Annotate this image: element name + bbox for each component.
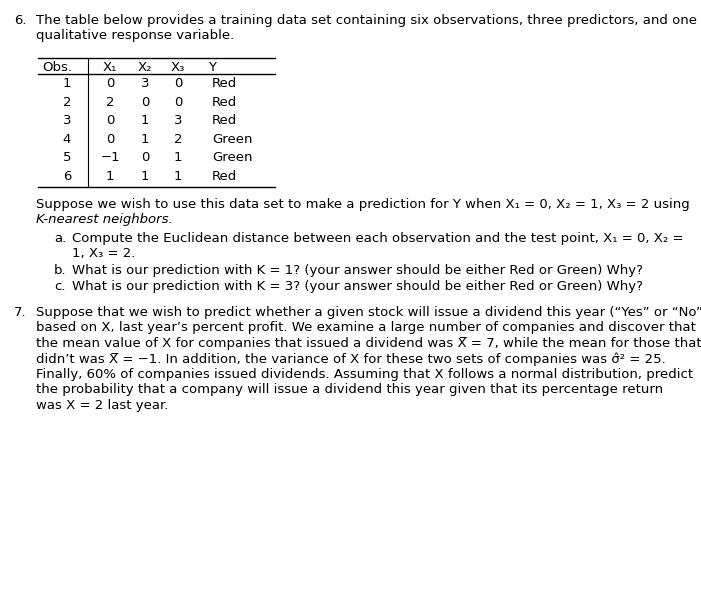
Text: 0: 0 xyxy=(106,114,114,127)
Text: K-nearest neighbors.: K-nearest neighbors. xyxy=(36,214,172,227)
Text: c.: c. xyxy=(54,280,65,293)
Text: Suppose that we wish to predict whether a given stock will issue a dividend this: Suppose that we wish to predict whether … xyxy=(36,306,701,319)
Text: What is our prediction with K = 3? (your answer should be either Red or Green) W: What is our prediction with K = 3? (your… xyxy=(72,280,643,293)
Text: Red: Red xyxy=(212,114,237,127)
Text: 7.: 7. xyxy=(14,306,27,319)
Text: 1: 1 xyxy=(141,169,149,182)
Text: 0: 0 xyxy=(174,96,182,109)
Text: 0: 0 xyxy=(141,96,149,109)
Text: 1: 1 xyxy=(63,77,72,90)
Text: Compute the Euclidean distance between each observation and the test point, X₁ =: Compute the Euclidean distance between e… xyxy=(72,232,683,245)
Text: 0: 0 xyxy=(174,77,182,90)
Text: 0: 0 xyxy=(106,77,114,90)
Text: 3: 3 xyxy=(63,114,72,127)
Text: 3: 3 xyxy=(141,77,149,90)
Text: 6: 6 xyxy=(63,169,72,182)
Text: Red: Red xyxy=(212,96,237,109)
Text: 2: 2 xyxy=(63,96,72,109)
Text: Obs.: Obs. xyxy=(42,61,72,74)
Text: 2: 2 xyxy=(174,133,182,146)
Text: X₂: X₂ xyxy=(138,61,152,74)
Text: 5: 5 xyxy=(63,151,72,164)
Text: Red: Red xyxy=(212,77,237,90)
Text: X₃: X₃ xyxy=(171,61,185,74)
Text: was X = 2 last year.: was X = 2 last year. xyxy=(36,399,168,412)
Text: a.: a. xyxy=(54,232,67,245)
Text: The table below provides a training data set containing six observations, three : The table below provides a training data… xyxy=(36,14,697,27)
Text: Finally, 60% of companies issued dividends. Assuming that X follows a normal dis: Finally, 60% of companies issued dividen… xyxy=(36,368,693,381)
Text: Red: Red xyxy=(212,169,237,182)
Text: Y: Y xyxy=(208,61,216,74)
Text: 3: 3 xyxy=(174,114,182,127)
Text: What is our prediction with K = 1? (your answer should be either Red or Green) W: What is our prediction with K = 1? (your… xyxy=(72,264,643,277)
Text: Suppose we wish to use this data set to make a prediction for Y when X₁ = 0, X₂ : Suppose we wish to use this data set to … xyxy=(36,198,690,211)
Text: Green: Green xyxy=(212,151,252,164)
Text: 1: 1 xyxy=(141,133,149,146)
Text: 0: 0 xyxy=(106,133,114,146)
Text: 1, X₃ = 2.: 1, X₃ = 2. xyxy=(72,247,135,261)
Text: 1: 1 xyxy=(106,169,114,182)
Text: based on X, last year’s percent profit. We examine a large number of companies a: based on X, last year’s percent profit. … xyxy=(36,322,696,335)
Text: the probability that a company will issue a dividend this year given that its pe: the probability that a company will issu… xyxy=(36,384,663,396)
Text: 1: 1 xyxy=(174,169,182,182)
Text: qualitative response variable.: qualitative response variable. xyxy=(36,30,234,42)
Text: 6.: 6. xyxy=(14,14,27,27)
Text: b.: b. xyxy=(54,264,67,277)
Text: 4: 4 xyxy=(63,133,72,146)
Text: −1: −1 xyxy=(100,151,120,164)
Text: didn’t was X̅ = −1. In addition, the variance of X for these two sets of compani: didn’t was X̅ = −1. In addition, the var… xyxy=(36,352,666,366)
Text: Green: Green xyxy=(212,133,252,146)
Text: 1: 1 xyxy=(141,114,149,127)
Text: the mean value of X for companies that issued a dividend was X̅ = 7, while the m: the mean value of X for companies that i… xyxy=(36,337,701,350)
Text: 2: 2 xyxy=(106,96,114,109)
Text: 1: 1 xyxy=(174,151,182,164)
Text: X₁: X₁ xyxy=(103,61,117,74)
Text: 0: 0 xyxy=(141,151,149,164)
